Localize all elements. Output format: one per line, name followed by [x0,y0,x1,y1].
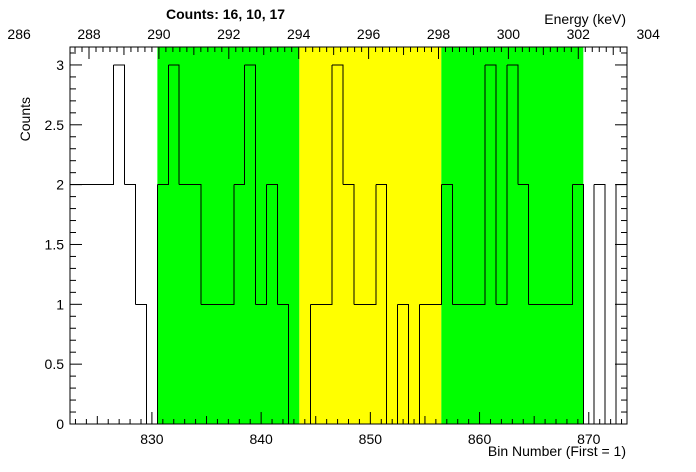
x-tick-label: 840 [249,431,273,447]
histogram-series [69,64,627,425]
histogram-bin-871 [594,184,606,424]
histogram-bin-829 [135,303,147,424]
histogram-bin-868 [561,184,573,305]
histogram-bin-832 [168,64,180,185]
energy-tick-label: 296 [357,26,381,42]
y-tick-label: 2 [56,177,64,193]
x-tick-label: 870 [577,431,601,447]
histogram-bin-840 [255,184,268,305]
histogram-bin-851 [375,184,388,424]
x-tick-label: 850 [359,431,383,447]
band-1 [299,47,442,424]
channel-bands [157,47,584,424]
energy-tick-label: 286 [7,26,31,42]
histogram-bin-837 [222,184,235,305]
histogram-bin-860 [474,64,486,305]
histogram-bin-872 [605,184,617,425]
histogram-bin-863 [506,64,519,185]
energy-tick-label: 292 [217,26,241,42]
histogram-bin-856 [430,184,442,305]
histogram-bin-847 [332,64,344,185]
y-tick-label: 1 [56,296,64,312]
y-tick-label: 0.5 [45,356,65,372]
energy-tick-label: 302 [567,26,591,42]
x-tick-label: 860 [468,431,492,447]
histogram-bin-853 [397,303,410,424]
histogram-bin-861 [485,64,497,305]
right-y-axis [615,52,627,425]
y-tick-label: 0 [56,416,64,432]
histogram-bin-839 [244,64,257,305]
histogram-bin-862 [495,64,508,305]
histogram-bin-828 [124,184,137,305]
y-axis-label: Counts [17,97,33,141]
energy-tick-label: 288 [77,26,101,42]
histogram-bin-848 [343,184,355,305]
histogram-bin-826 [102,64,115,186]
histogram-bin-831 [157,64,169,186]
histogram-bin-869 [572,184,584,424]
band-2 [441,47,584,424]
y-tick-label: 1.5 [45,236,65,252]
top-energy-axis: 286 288 290 292 294 296 298 300 302 304 [7,26,660,59]
x-axis-label: Bin Number (First = 1) [488,443,626,459]
energy-tick-label: 300 [497,26,521,42]
histogram-bin-857 [441,184,453,305]
chart-title: Counts: 16, 10, 17 [166,6,285,22]
y-tick-label: 3 [56,57,64,73]
histogram-bin-841 [266,184,279,305]
energy-tick-label: 290 [147,26,171,42]
bottom-x-axis: 830 840 850 860 870 [74,412,623,447]
energy-tick-label: 294 [287,26,311,42]
histogram-bin-838 [233,64,246,186]
band-0 [157,47,300,424]
histogram-bin-846 [321,64,333,305]
histogram-bin-827 [113,64,126,185]
x2-axis-label: Energy (keV) [544,11,626,27]
histogram-bin-864 [517,184,530,305]
histogram-bin-850 [364,184,377,305]
histogram-bin-830 [146,184,158,425]
histogram-bin-870 [583,184,595,425]
y-axis: 0 0.5 1 1.5 2 2.5 3 [45,52,82,432]
x-tick-label: 830 [140,431,164,447]
histogram-bin-842 [277,303,289,424]
histogram-bin-834 [190,184,202,305]
energy-tick-label: 298 [427,26,451,42]
y-tick-label: 2.5 [45,117,65,133]
energy-tick-label: 304 [637,26,661,42]
